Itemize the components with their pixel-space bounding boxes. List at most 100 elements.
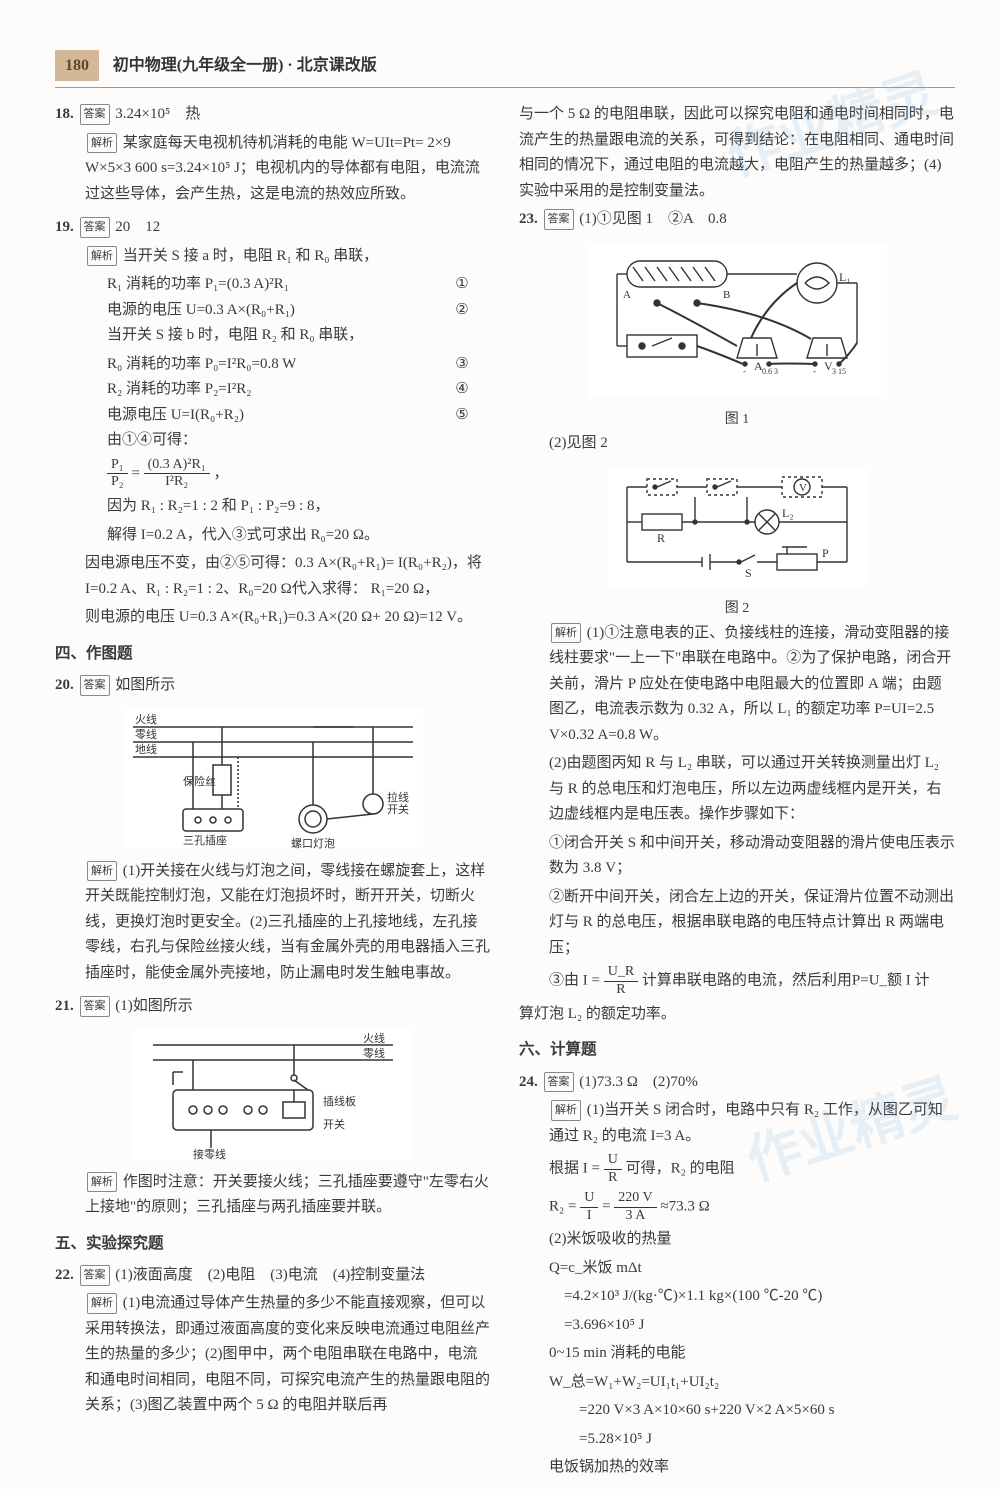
page-number: 180 [55,50,99,81]
explain-tag: 解析 [87,246,117,267]
q23-figure-1: AB L₁ A-0.6 3 V-3 15 [587,243,887,398]
q19-l1: R₁ 消耗的功率 P₁=(0.3 A)²R₁ [107,272,289,298]
content-columns: 18. 答案 3.24×10⁵ 热 解析 某家庭每天电视机待机消耗的电能 W=U… [55,102,955,1489]
q19-l5: R₂ 消耗的功率 P₂=I²R₂ [107,377,252,403]
q23-num: 23. [519,211,538,227]
svg-text:A: A [623,289,631,301]
q23-exp1: (1)①注意电表的正、负接线柱的连接，滑动变阻器的接线柱要求"一上一下"串联在电… [549,625,951,743]
q20-answer: 如图所示 [115,677,175,693]
q21-explain: 作图时注意：开关要接火线；三孔插座要遵守"左零右火上接地"的原则；三孔插座与两孔… [85,1174,489,1216]
q24-l6: =4.2×10³ J/(kg·℃)×1.1 kg×(100 ℃-20 ℃) [519,1284,955,1310]
q19-l9: 解得 I=0.2 A，代入③式可求出 R₀=20 Ω。 [55,523,491,549]
svg-text:-: - [743,366,746,376]
answer-tag: 答案 [544,209,574,230]
right-column: 与一个 5 Ω 的电阻串联，因此可以探究电阻和通电时间相同时，电流产生的热量跟电… [519,102,955,1489]
q21-figure: 火线 零线 插线板 开关 接零线 [133,1030,413,1160]
page-header: 180 初中物理(九年级全一册) · 北京课改版 [55,50,955,88]
explain-tag: 解析 [551,1100,581,1121]
answer-tag: 答案 [544,1072,574,1093]
q23-exp3: ①闭合开关 S 和中间开关，移动滑动变阻器的滑片使电压表示数为 3.8 V； [519,831,955,882]
q20-num: 20. [55,677,74,693]
q19-l6: 电源电压 U=I(R₀+R₂) [107,403,244,429]
svg-text:螺口灯泡: 螺口灯泡 [291,836,335,849]
header-title: 初中物理(九年级全一册) · 北京课改版 [113,57,377,74]
question-21: 21. 答案 (1)如图所示 火线 零线 插线板 开关 接零线 [55,994,491,1221]
explain-tag: 解析 [87,1293,117,1314]
q22-explain: (1)电流通过导体产生热量的多少不能直接观察，但可以采用转换法，即通过液面高度的… [85,1295,490,1413]
svg-text:地线: 地线 [135,742,157,756]
q19-l3: 当开关 S 接 b 时，电阻 R₂ 和 R₀ 串联， [55,323,491,349]
svg-text:R: R [657,531,665,545]
svg-text:保险丝: 保险丝 [183,774,216,788]
explain-tag: 解析 [87,861,117,882]
svg-text:开关: 开关 [387,802,409,816]
q19-num: 19. [55,219,74,235]
svg-text:0.6 3: 0.6 3 [762,367,778,376]
svg-text:P: P [822,546,829,560]
circled-5: ⑤ [453,403,471,429]
fig2-caption: 图 2 [519,597,955,621]
q18-explain: 某家庭每天电视机待机消耗的电能 W=UIt=Pt= 2×9 W×5×3 600 … [85,135,480,202]
svg-text:火线: 火线 [363,1031,385,1045]
q19-l8: 因为 R₁ : R₂=1 : 2 和 P₁ : P₂=9 : 8， [55,494,491,520]
q20-explain: (1)开关接在火线与灯泡之间，零线接在螺旋套上，这样开关既能控制灯泡，又能在灯泡… [85,863,490,981]
circled-2: ② [453,298,471,324]
q18-num: 18. [55,106,74,122]
explain-tag: 解析 [87,1172,117,1193]
svg-text:开关: 开关 [323,1117,345,1131]
q23-answer: (1)①见图 1 ②A 0.8 [579,211,727,227]
q19-l7: 由①④可得： [55,428,491,454]
q23-exp4: ②断开中间开关，闭合左上边的开关，保证滑片位置不动测出灯与 R 的总电压，根据串… [519,885,955,962]
q24-l5: Q=c_米饭 mΔt [519,1256,955,1282]
q24-l1: (1)当开关 S 闭合时，电路中只有 R₂ 工作，从图乙可知通过 R₂ 的电流 … [549,1102,943,1144]
question-23: 23. 答案 (1)①见图 1 ②A 0.8 AB L₁ A-0.6 3 V-3… [519,207,955,1027]
svg-text:三孔插座: 三孔插座 [183,833,227,847]
svg-text:火线: 火线 [135,712,157,726]
fig1-caption: 图 1 [519,408,955,432]
q24-num: 24. [519,1074,538,1090]
q21-answer: (1)如图所示 [115,998,193,1014]
q23-exp5: ③由 I = U_RR 计算串联电路的电流，然后利用P=U_额 I 计 [519,964,955,999]
q24-l4: (2)米饭吸收的热量 [519,1227,955,1253]
svg-text:V: V [799,482,807,494]
q23-figure-2: V R L₂ S P [607,467,867,587]
q24-l11: =5.28×10⁵ J [519,1427,955,1453]
q22-answer: (1)液面高度 (2)电阻 (3)电流 (4)控制变量法 [115,1267,425,1283]
section-6-heading: 六、计算题 [519,1037,955,1063]
svg-text:接零线: 接零线 [193,1147,226,1160]
q24-l10: =220 V×3 A×10×60 s+220 V×2 A×5×60 s [519,1398,955,1424]
q19-l4: R₀ 消耗的功率 P₀=I²R₀=0.8 W [107,352,296,378]
answer-tag: 答案 [80,675,110,696]
question-18: 18. 答案 3.24×10⁵ 热 解析 某家庭每天电视机待机消耗的电能 W=U… [55,102,491,207]
q24-l3: R₂ = UI = 220 V3 A ≈73.3 Ω [519,1190,955,1225]
section-5-heading: 五、实验探究题 [55,1231,491,1257]
q24-l12: 电饭锅加热的效率 [519,1455,955,1481]
explain-tag: 解析 [87,133,117,154]
answer-tag: 答案 [80,996,110,1017]
answer-tag: 答案 [80,1265,110,1286]
q22-continued: 与一个 5 Ω 的电阻串联，因此可以探究电阻和通电时间相同时，电流产生的热量跟电… [519,102,955,204]
left-column: 18. 答案 3.24×10⁵ 热 解析 某家庭每天电视机待机消耗的电能 W=U… [55,102,491,1489]
question-19: 19. 答案 20 12 解析 当开关 S 接 a 时，电阻 R₁ 和 R₀ 串… [55,215,491,631]
answer-tag: 答案 [80,104,110,125]
svg-text:L₁: L₁ [839,270,851,284]
q19-l11: 则电源的电压 U=0.3 A×(R₀+R₁)=0.3 A×(20 Ω+ 20 Ω… [55,605,491,631]
q24-l9: W_总=W₁+W₂=UI₁t₁+UI₂t₂ [519,1370,955,1396]
circled-4: ④ [453,377,471,403]
q24-l7: =3.696×10⁵ J [519,1313,955,1339]
q23-ans2: (2)见图 2 [519,431,955,457]
q19-fraction: P₁P₂ = (0.3 A)²R₁I²R₂ ， [55,457,491,492]
svg-text:零线: 零线 [363,1046,385,1060]
explain-tag: 解析 [551,623,581,644]
q23-exp2: (2)由题图丙知 R 与 L₂ 串联，可以通过开关转换测量出灯 L₂ 与 R 的… [519,751,955,828]
svg-text:-: - [813,366,816,376]
svg-text:L₂: L₂ [782,506,794,520]
circled-1: ① [453,272,471,298]
question-22: 22. 答案 (1)液面高度 (2)电阻 (3)电流 (4)控制变量法 解析 (… [55,1263,491,1419]
q24-l8: 0~15 min 消耗的电能 [519,1341,955,1367]
svg-text:插线板: 插线板 [323,1094,356,1108]
svg-text:3 15: 3 15 [832,367,846,376]
svg-text:B: B [723,289,730,301]
question-24: 24. 答案 (1)73.3 Ω (2)70% 解析 (1)当开关 S 闭合时，… [519,1070,955,1481]
answer-tag: 答案 [80,217,110,238]
